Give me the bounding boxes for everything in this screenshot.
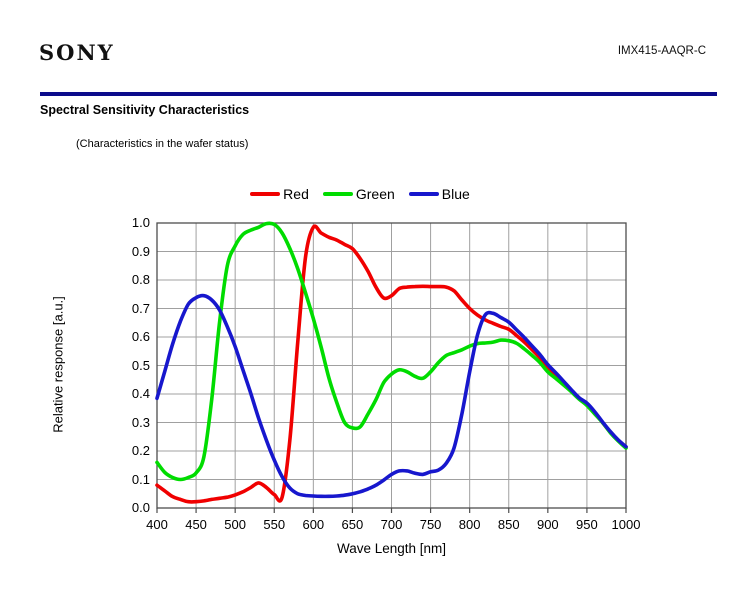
y-axis-tick-label: 0.8: [131, 272, 150, 287]
series-line-green: [155, 221, 628, 482]
legend-item-green: Green: [322, 186, 395, 202]
x-axis-tick-label: 400: [146, 517, 168, 532]
x-axis-tick-label: 900: [536, 517, 559, 532]
x-axis-tick-label: 850: [497, 517, 520, 532]
y-axis-tick-label: 0.6: [131, 329, 150, 344]
plot-border: [156, 222, 627, 509]
sony-logo: SONY: [39, 40, 115, 65]
y-axis-tick-label: 0.5: [131, 357, 150, 373]
legend-label-green: Green: [355, 186, 395, 202]
part-number: IMX415-AAQR-C: [617, 45, 706, 57]
section-subtitle: (Characteristics in the wafer status): [76, 138, 249, 150]
x-axis-tick-label: 700: [380, 517, 403, 532]
x-axis-tick-label: 650: [341, 517, 364, 532]
legend-item-blue: Blue: [408, 186, 470, 202]
x-axis-tick-label: 800: [458, 517, 481, 532]
legend-line-red: [250, 192, 281, 196]
y-axis-tick-label: 0.1: [131, 471, 150, 487]
section-title: Spectral Sensitivity Characteristics: [40, 103, 250, 117]
x-axis-tick-label: 500: [224, 517, 246, 532]
x-axis-tick-label: 750: [419, 517, 442, 532]
y-axis-tick-label: 0.3: [131, 414, 150, 430]
y-axis-tick-label: 1.0: [131, 215, 150, 230]
y-axis-title: Relative response [a.u.]: [50, 296, 66, 433]
section-divider-rule: [40, 92, 717, 96]
legend-line-blue: [408, 192, 439, 196]
legend-line-green: [322, 192, 353, 196]
y-axis-tick-label: 0.7: [131, 300, 150, 316]
chart-legend: Red Green Blue: [0, 186, 720, 202]
legend-item-red: Red: [250, 186, 309, 202]
x-axis-tick-label: 600: [302, 517, 325, 532]
y-axis-tick-label: 0.9: [131, 243, 150, 259]
y-axis-tick-label: 0.0: [131, 500, 150, 515]
x-axis-title: Wave Length [nm]: [336, 541, 447, 556]
legend-label-red: Red: [283, 186, 309, 202]
y-axis-tick-label: 0.4: [131, 386, 150, 401]
x-axis-tick-label: 950: [576, 517, 598, 532]
series-line-blue: [155, 293, 628, 499]
x-axis-tick-label: 450: [185, 517, 207, 532]
legend-label-blue: Blue: [441, 186, 470, 202]
y-axis-tick-label: 0.2: [131, 443, 150, 458]
x-axis-tick-label: 1000: [611, 517, 641, 532]
x-axis-tick-label: 550: [263, 517, 286, 532]
